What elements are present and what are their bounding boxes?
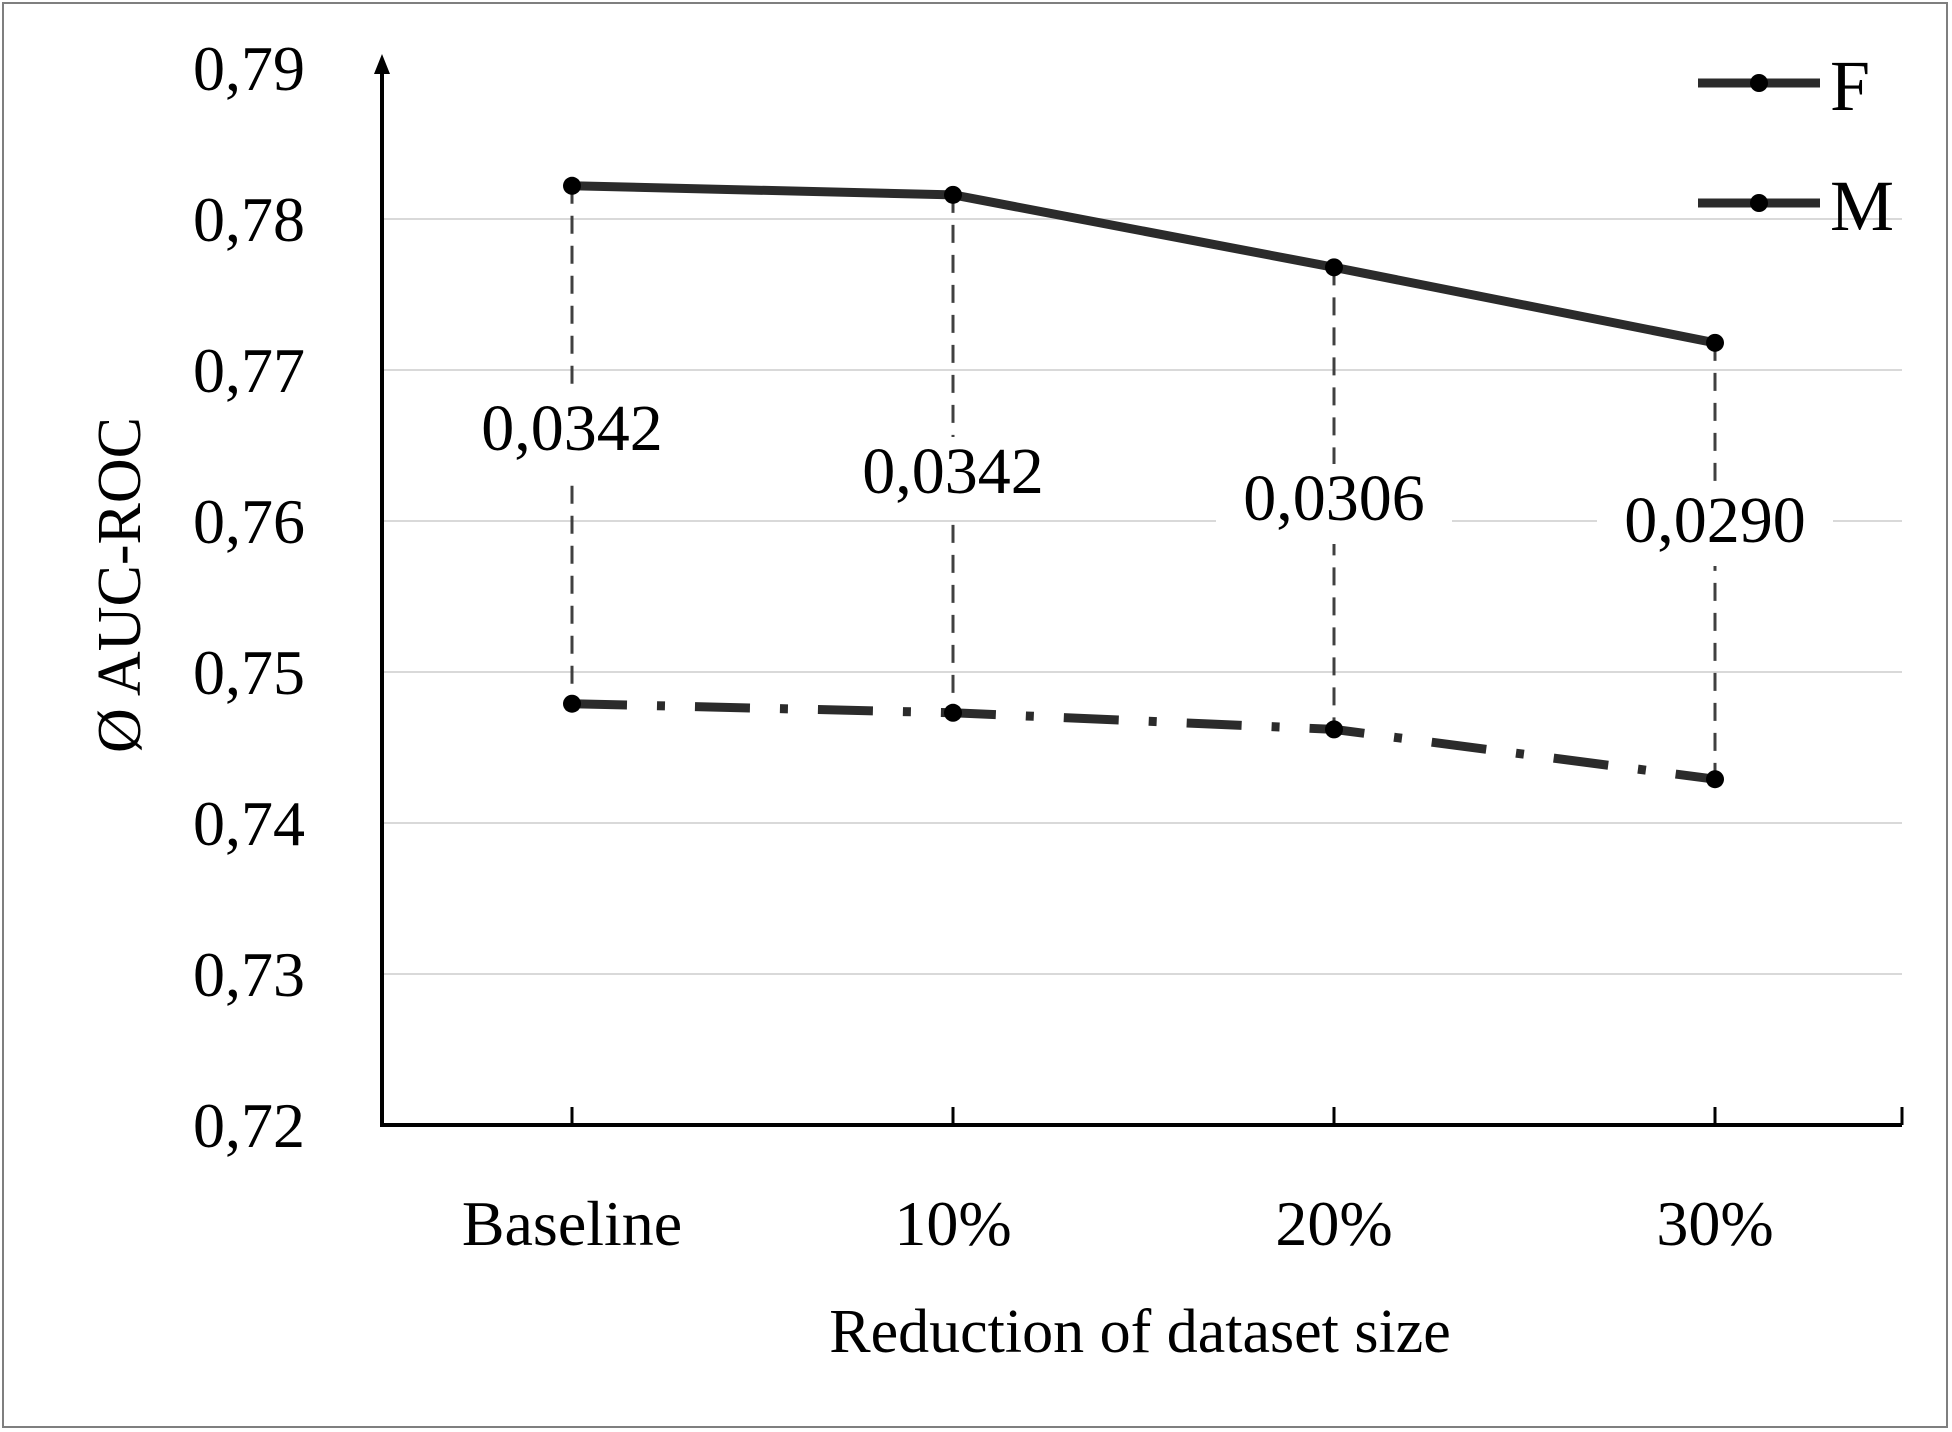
data-point-m — [944, 703, 962, 722]
y-tick-label: 0,78 — [193, 184, 305, 255]
data-point-m — [1325, 720, 1343, 739]
x-tick-label: 30% — [1656, 1188, 1773, 1259]
y-tick-label: 0,76 — [193, 486, 305, 557]
data-point-f — [563, 176, 581, 195]
data-point-m — [1706, 770, 1724, 789]
series-lines — [571, 181, 1716, 784]
legend-label-m: M — [1830, 166, 1894, 246]
legend: FM — [1698, 46, 1894, 246]
difference-label-bg — [454, 394, 690, 474]
axes — [374, 54, 1904, 1127]
x-tick-label: 10% — [894, 1188, 1011, 1259]
y-tick-label: 0,74 — [193, 788, 305, 859]
difference-label-bg — [835, 437, 1071, 517]
y-tick-label: 0,77 — [193, 335, 305, 406]
difference-label: 0,0290 — [1624, 484, 1806, 557]
difference-label: 0,0342 — [862, 435, 1044, 508]
data-point-f — [1706, 333, 1724, 352]
data-points — [563, 176, 1724, 789]
difference-connectors — [570, 185, 1717, 780]
difference-label-bg — [1597, 486, 1833, 566]
y-tick-labels: 0,72 0,73 0,74 0,75 0,76 0,77 0,78 0,79 — [193, 33, 305, 1161]
difference-labels: 0,0342 0,0342 0,0306 0,0290 — [454, 392, 1833, 566]
x-tick-label: 20% — [1275, 1188, 1392, 1259]
gridlines — [382, 218, 1902, 975]
x-tick-labels: Baseline 10% 20% 30% — [462, 1188, 1774, 1259]
data-point-m — [563, 694, 581, 713]
series-line-f — [571, 181, 1716, 348]
data-point-f — [1325, 258, 1343, 277]
difference-label-bg — [1216, 464, 1452, 544]
data-point-f — [944, 185, 962, 204]
difference-label: 0,0342 — [481, 392, 663, 465]
series-line-m — [571, 699, 1716, 784]
y-tick-label: 0,73 — [193, 939, 305, 1010]
legend-swatch-marker — [1750, 194, 1768, 212]
difference-label: 0,0306 — [1243, 462, 1425, 535]
y-tick-label: 0,79 — [193, 33, 305, 104]
legend-swatch-marker — [1750, 74, 1768, 92]
y-axis-title: Ø AUC-ROC — [86, 417, 154, 753]
x-axis-title: Reduction of dataset size — [829, 1298, 1451, 1366]
legend-label-f: F — [1830, 46, 1870, 126]
y-tick-label: 0,75 — [193, 637, 305, 708]
y-tick-label: 0,72 — [193, 1090, 305, 1161]
x-tick-label: Baseline — [462, 1188, 682, 1259]
